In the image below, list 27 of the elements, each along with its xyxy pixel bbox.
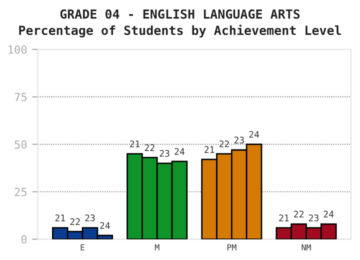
- x-tick-label: NM: [302, 244, 311, 250]
- text: 22: [70, 218, 80, 225]
- text: 22: [219, 140, 229, 148]
- text: 23: [234, 136, 244, 144]
- text: 22: [144, 144, 154, 151]
- chart-subtitle: Percentage of Students by Achievement Level: [19, 24, 341, 38]
- text: 23: [160, 150, 170, 157]
- y-tick-label: 25: [14, 188, 26, 196]
- text: 24: [100, 222, 110, 229]
- y-tick-label: 50: [14, 140, 27, 149]
- y-tick-label: 0: [21, 235, 27, 244]
- series-label: 22: [294, 210, 304, 218]
- x-tick-label: E: [80, 244, 85, 250]
- text: 24: [249, 130, 260, 138]
- text: 23: [308, 214, 318, 222]
- text: 21: [279, 214, 289, 222]
- chart-title: GRADE 04 - ENGLISH LANGUAGE ARTS: [60, 9, 300, 19]
- series-label: 21: [55, 214, 65, 222]
- y-tick-label: 100: [8, 45, 27, 54]
- text: 21: [130, 140, 140, 148]
- y-tick-label: 75: [14, 93, 26, 102]
- x-tick-label: M: [154, 244, 160, 250]
- text: 24: [174, 148, 184, 155]
- series-label: 23: [85, 214, 95, 222]
- text: 21: [204, 146, 214, 153]
- series-label: 24: [324, 210, 334, 218]
- x-tick-label: PM: [227, 244, 236, 250]
